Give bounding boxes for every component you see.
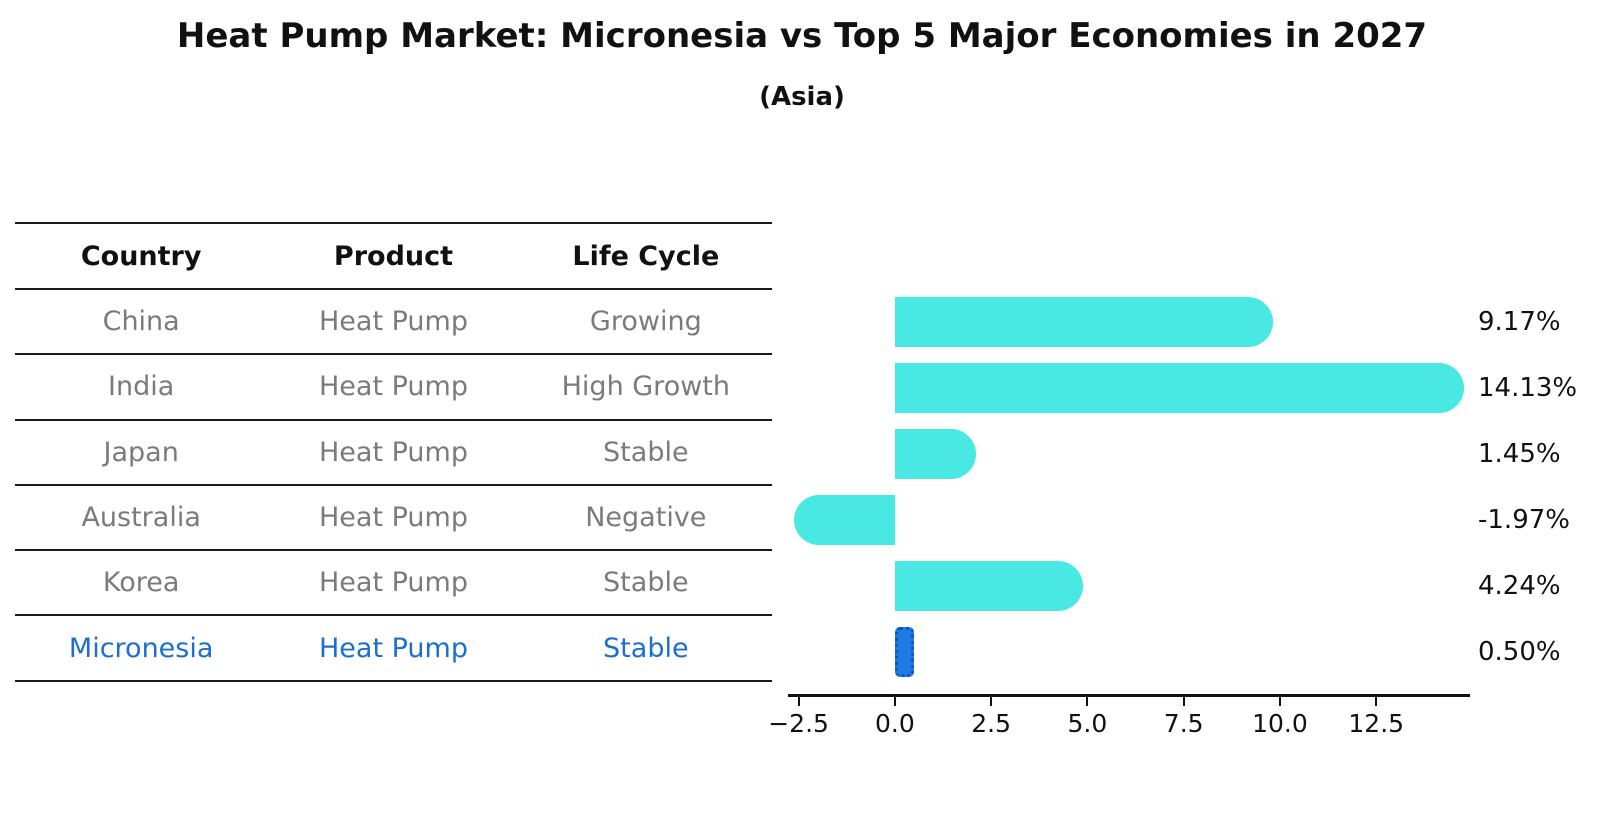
table-cell-country: China [102,306,180,338]
bar-value-label-australia: -1.97% [1478,505,1570,535]
table-cell-life-cycle: Growing [589,306,702,338]
x-tick-label: 5.0 [1067,709,1108,738]
bar-value-label-japan: 1.45% [1478,439,1561,469]
x-tick-label: 12.5 [1348,709,1405,738]
x-tick-mark [1182,697,1185,706]
table-cell-country: India [108,371,175,403]
bar-australia [794,495,895,545]
table-cell-life-cycle: Stable [603,567,689,599]
table-cell-country: Japan [103,436,179,468]
table-row-korea: Korea Heat Pump Stable [15,551,772,617]
x-tick-label: 7.5 [1163,709,1204,738]
chart-subtitle: (Asia) [759,82,845,112]
table-cell-product: Heat Pump [318,371,468,403]
column-header-lifecycle: Life Cycle [572,240,720,272]
table-row-australia: Australia Heat Pump Negative [15,486,772,552]
table-cell-country: Korea [102,567,180,599]
bar-value-label-korea: 4.24% [1478,571,1561,601]
table-header-row: Country Product Life Cycle [15,224,772,290]
column-header-product: Product [333,240,454,272]
table-row-japan: Japan Heat Pump Stable [15,421,772,486]
table-row-micronesia: Micronesia Heat Pump Stable [15,616,772,682]
x-tick-label: −2.5 [768,709,829,738]
table-cell-country: Australia [81,502,201,534]
bar-value-label-china: 9.17% [1478,307,1561,337]
table-cell-life-cycle: High Growth [561,371,730,403]
table-cell-product: Heat Pump [318,436,468,468]
table-row-china: China Heat Pump Growing [15,290,772,356]
bar-india [894,363,1464,413]
table-cell-country: Micronesia [68,632,214,664]
table-cell-product: Heat Pump [318,306,468,338]
bar-china [894,297,1273,347]
table-row-india: India Heat Pump High Growth [15,355,772,421]
bar-japan [894,429,976,479]
x-tick-mark [1278,697,1281,706]
x-tick-mark [1375,697,1378,706]
table-cell-life-cycle: Stable [603,632,689,664]
x-tick-label: 2.5 [971,709,1012,738]
x-tick-label: 0.0 [874,709,915,738]
bar-value-label-micronesia: 0.50% [1478,637,1561,667]
table-cell-life-cycle: Stable [603,436,689,468]
bar-chart-plot-area: −2.5 0.0 2.5 5.0 7.5 10.0 12.5 [768,289,1470,738]
bar-korea [894,561,1084,611]
country-table: Country Product Life Cycle China Heat Pum… [15,222,772,682]
table-cell-life-cycle: Negative [585,502,707,534]
x-tick-mark [990,697,993,706]
x-tick-mark [797,697,800,706]
x-axis-line [788,694,1470,697]
x-tick-mark [893,697,896,706]
bar-micronesia [894,627,915,677]
x-tick-mark [1086,697,1089,706]
bar-value-label-india: 14.13% [1478,373,1578,403]
table-cell-product: Heat Pump [318,567,468,599]
table-cell-product: Heat Pump [318,502,468,534]
column-header-country: Country [80,240,202,272]
chart-title: Heat Pump Market: Micronesia vs Top 5 Ma… [176,16,1428,56]
table-cell-product: Heat Pump [318,632,468,664]
x-tick-label: 10.0 [1252,709,1308,738]
